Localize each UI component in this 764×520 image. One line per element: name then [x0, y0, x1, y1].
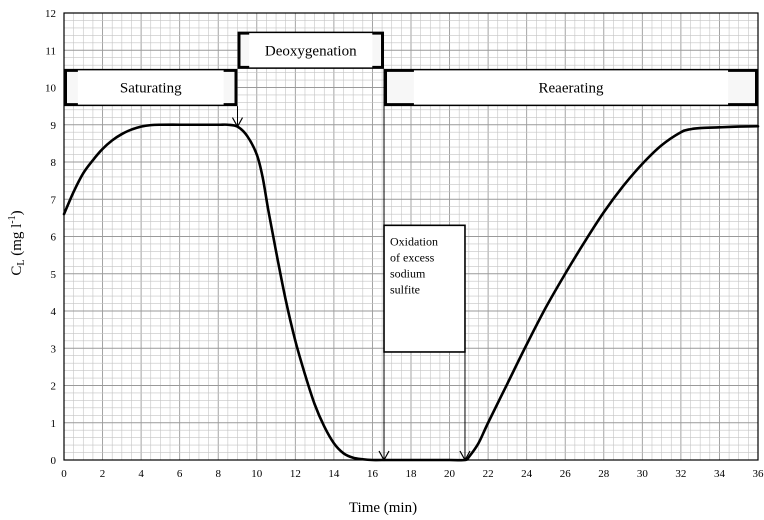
x-tick-label: 16 — [367, 468, 379, 480]
x-tick-label: 12 — [290, 468, 301, 480]
y-tick-label: 6 — [51, 232, 57, 244]
x-tick-label: 6 — [177, 468, 183, 480]
arrow-head — [231, 117, 244, 128]
x-tick-label: 24 — [521, 468, 533, 480]
y-tick-label: 1 — [51, 418, 57, 430]
y-axis-title-rest: (mg l — [9, 224, 25, 260]
x-tick-label: 14 — [328, 468, 340, 480]
y-tick-label: 8 — [51, 157, 57, 169]
y-tick-label: 7 — [51, 194, 57, 206]
y-tick-label: 4 — [51, 306, 57, 318]
y-tick-label: 3 — [51, 343, 57, 355]
note-box: Oxidation of excess sodium sulfite — [383, 224, 466, 353]
x-tick-label: 20 — [444, 468, 456, 480]
x-tick-label: 2 — [100, 468, 106, 480]
series-line — [62, 123, 760, 462]
phase-boxes: Saturating Deoxygenation Reaerating — [64, 31, 758, 107]
note-line: sulfite — [390, 282, 420, 296]
arrow-head — [378, 450, 390, 462]
x-tick-label: 26 — [560, 468, 572, 480]
note-line: of excess — [390, 250, 435, 264]
phase-label-panel — [249, 33, 373, 68]
x-tick-label: 10 — [251, 468, 263, 480]
phase-label-panel — [413, 70, 729, 105]
x-tick-label: 30 — [637, 468, 649, 480]
y-tick-label: 5 — [51, 269, 57, 281]
y-tick-label: 11 — [45, 45, 56, 57]
phase-label: Saturating — [120, 81, 182, 97]
arrow-head — [459, 450, 471, 462]
x-tick-label: 36 — [753, 468, 764, 480]
y-axis-title-main: C — [9, 266, 25, 276]
x-axis-title: Time (min) — [349, 500, 417, 516]
y-tick-label: 2 — [51, 381, 57, 393]
note-box-rect — [383, 224, 466, 353]
y-tick-label: 10 — [45, 83, 57, 95]
phase-label: Reaerating — [539, 81, 604, 97]
series-layer — [62, 123, 760, 462]
phase-label: Deoxygenation — [265, 43, 357, 59]
y-tick-label: 12 — [45, 8, 56, 20]
y-axis-title: CL (mg l-1) — [7, 210, 27, 275]
x-axis-ticks: 0 2 4 6 8 10 12 14 16 18 20 22 24 26 28 30 32 34 36 — [61, 468, 764, 480]
x-tick-label: 32 — [675, 468, 686, 480]
x-tick-label: 22 — [483, 468, 494, 480]
x-tick-label: 18 — [406, 468, 418, 480]
x-tick-label: 4 — [138, 468, 144, 480]
y-axis-title-close: ) — [9, 210, 25, 215]
y-tick-label: 9 — [51, 120, 57, 132]
phase-label-panel — [77, 70, 224, 105]
x-tick-label: 34 — [714, 468, 726, 480]
note-line: Oxidation — [390, 234, 438, 248]
x-tick-label: 28 — [598, 468, 610, 480]
x-tick-label: 0 — [61, 468, 67, 480]
x-tick-label: 8 — [215, 468, 221, 480]
y-tick-label: 0 — [51, 455, 57, 467]
y-axis-title-sub: L — [16, 260, 27, 266]
note-line: sodium — [390, 266, 426, 280]
y-axis-title-sup: -1 — [7, 215, 18, 223]
